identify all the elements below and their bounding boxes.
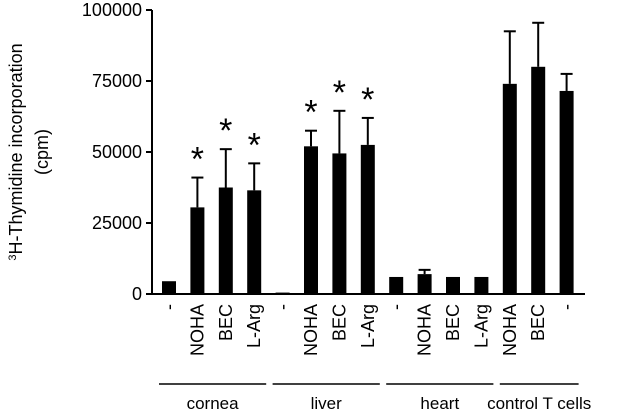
y-tick-label: 25000: [92, 213, 142, 233]
y-axis-label-line2: (cpm): [32, 129, 52, 175]
bar: [162, 281, 176, 294]
y-axis-label-text: H-Thymidine incorporation: [6, 43, 26, 254]
x-tick-label: -: [159, 304, 179, 310]
bar: [304, 146, 318, 294]
x-tick-label: BEC: [443, 304, 463, 341]
y-tick-label: 0: [132, 284, 142, 304]
x-tick-label: -: [386, 304, 406, 310]
bar: [446, 276, 460, 294]
group-labels: cornea liver heart control T cells: [159, 383, 591, 413]
bar: [275, 292, 290, 294]
bar: [417, 274, 432, 294]
x-tick-label: L-Arg: [358, 304, 378, 348]
significance-marker: *: [361, 81, 374, 119]
bar: [190, 207, 205, 294]
group-label: heart: [420, 394, 459, 413]
bars: * * * * * *: [162, 21, 574, 294]
significance-marker: *: [304, 94, 317, 132]
significance-marker: *: [248, 126, 261, 164]
significance-marker: *: [191, 141, 204, 179]
bar: [559, 90, 574, 294]
x-tick-label: BEC: [216, 304, 236, 341]
bar: [218, 187, 233, 294]
group-label: liver: [311, 394, 343, 413]
x-tick-label: -: [557, 304, 577, 310]
group-label: cornea: [187, 394, 240, 413]
y-tick-label: 100000: [82, 0, 142, 20]
bar: [360, 144, 375, 294]
y-axis-label: 3H-Thymidine incorporation (cpm): [6, 43, 52, 260]
x-tick-label: L-Arg: [244, 304, 264, 348]
bar: [332, 153, 347, 294]
significance-marker: *: [333, 74, 346, 112]
bar: [247, 190, 262, 294]
bar: [531, 66, 546, 294]
x-tick-label: L-Arg: [471, 304, 491, 348]
x-tick-label: NOHA: [500, 304, 520, 356]
bar: [389, 276, 404, 294]
group-label: control T cells: [487, 394, 591, 413]
bar: [474, 276, 489, 294]
y-axis-label-superscript: 3: [7, 254, 19, 260]
x-tick-label: -: [273, 304, 293, 310]
bar: [502, 83, 517, 294]
significance-marker: *: [219, 112, 232, 150]
y-axis-label-line1: 3H-Thymidine incorporation: [6, 43, 26, 260]
x-tick-label: NOHA: [415, 304, 435, 356]
x-tick-labels: - NOHA BEC L-Arg - NOHA BEC L-Arg - NOHA BEC L-Arg N…: [159, 304, 577, 356]
x-tick-label: NOHA: [301, 304, 321, 356]
y-ticks: 0 25000 50000 75000 100000: [82, 0, 152, 304]
y-tick-label: 50000: [92, 142, 142, 162]
x-tick-label: NOHA: [187, 304, 207, 356]
x-tick-label: BEC: [329, 304, 349, 341]
y-tick-label: 75000: [92, 71, 142, 91]
x-tick-label: BEC: [528, 304, 548, 341]
